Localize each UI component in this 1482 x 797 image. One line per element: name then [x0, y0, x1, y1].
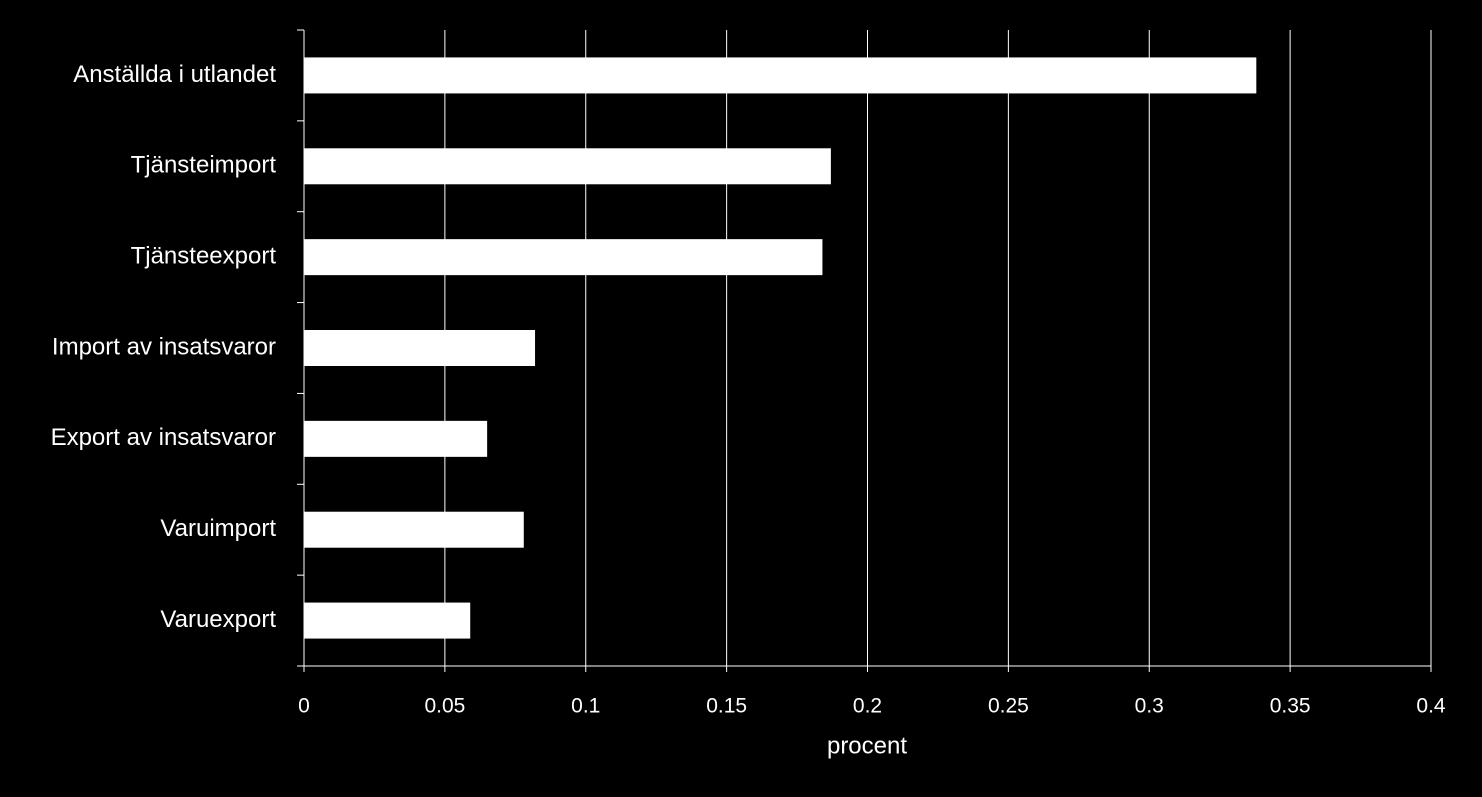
bar [304, 239, 823, 276]
x-tick-label: 0.25 [988, 695, 1029, 718]
y-tick-label: Import av insatsvaror [52, 333, 276, 360]
x-tick-label: 0.35 [1270, 695, 1311, 718]
bar [304, 511, 524, 548]
y-tick-label: Export av insatsvaror [51, 424, 276, 451]
x-axis-label: procent [827, 732, 907, 759]
x-tick-label: 0 [298, 695, 310, 718]
bar [304, 602, 471, 639]
bar [304, 57, 1257, 94]
y-tick-label: Anställda i utlandet [73, 61, 276, 88]
y-tick-label: Tjänsteexport [131, 242, 277, 269]
x-tick-label: 0.2 [853, 695, 882, 718]
x-tick-label: 0.05 [424, 695, 465, 718]
bar [304, 420, 488, 457]
y-tick-label: Varuexport [160, 606, 276, 633]
bar [304, 330, 536, 366]
bar [304, 148, 831, 185]
x-tick-label: 0.1 [571, 695, 600, 718]
y-tick-label: Tjänsteimport [131, 152, 277, 179]
x-tick-label: 0.15 [706, 695, 747, 718]
x-tick-label: 0.4 [1416, 695, 1446, 718]
x-tick-label: 0.3 [1135, 695, 1164, 718]
y-tick-label: Varuimport [160, 515, 276, 542]
